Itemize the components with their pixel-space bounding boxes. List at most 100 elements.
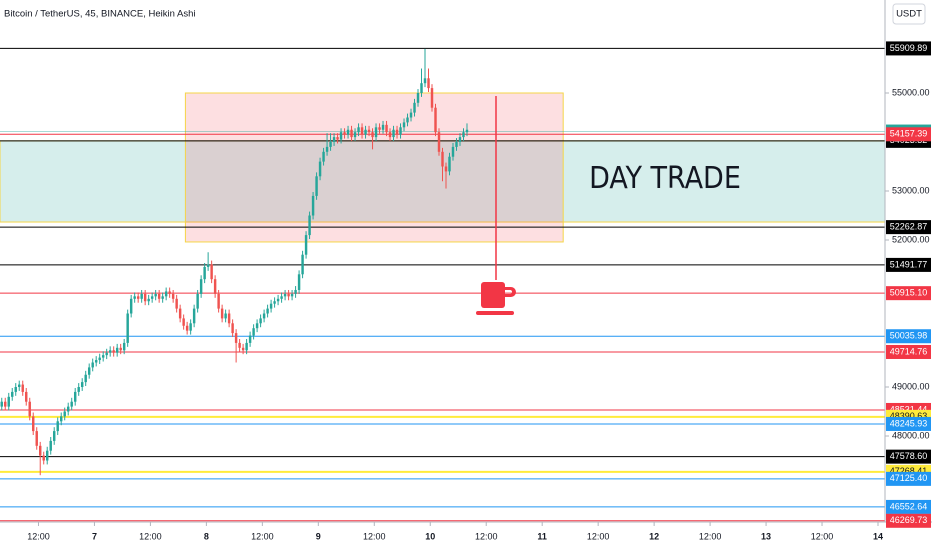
candle-body — [115, 347, 119, 353]
candle-body — [77, 387, 80, 392]
candle-body — [259, 318, 262, 324]
candle-body — [150, 296, 154, 299]
x-tick-label: 13 — [761, 531, 771, 541]
candle-body — [45, 450, 49, 461]
price-label-bg — [886, 471, 931, 486]
candle-body — [28, 401, 31, 417]
candle-body — [217, 293, 220, 309]
candle-body — [122, 342, 126, 351]
candle-body — [220, 308, 224, 319]
candle-body — [455, 142, 458, 147]
candle-body — [143, 293, 147, 302]
x-tick-label: 12:00 — [251, 531, 274, 541]
candle-body — [147, 298, 150, 302]
candle-body — [416, 93, 420, 103]
price-label-bg — [886, 499, 931, 514]
x-tick-label: 12:00 — [587, 531, 610, 541]
candle-body — [14, 387, 17, 392]
x-tick-label: 12:00 — [363, 531, 386, 541]
zone-label: DAY TRADE — [589, 161, 741, 196]
x-tick-label: 12:00 — [811, 531, 834, 541]
candle-body — [178, 308, 182, 319]
candle-body — [269, 303, 273, 309]
x-tick-label: 12:00 — [139, 531, 162, 541]
candle-body — [238, 342, 241, 348]
candle-body — [318, 161, 322, 177]
candle-body — [381, 124, 385, 130]
candle-body — [315, 176, 318, 196]
candle-body — [171, 293, 175, 299]
candle-body — [346, 129, 350, 135]
candle-body — [133, 296, 136, 299]
candle-body — [206, 264, 210, 267]
candle-body — [437, 132, 441, 152]
candle-body — [283, 293, 287, 297]
candle-body — [4, 401, 7, 407]
currency-button[interactable] — [892, 3, 926, 25]
candle-body — [287, 293, 290, 297]
candle-body — [126, 313, 129, 343]
candle-body — [353, 132, 357, 138]
y-tick-label: 55000.00 — [892, 87, 930, 97]
price-label: 49714.76 — [890, 346, 928, 356]
chart-title: Bitcoin / TetherUS, 45, BINANCE, Heikin … — [4, 9, 196, 20]
price-label: 51491.77 — [890, 259, 928, 269]
candle-body — [49, 440, 52, 451]
candle-body — [213, 279, 217, 294]
candle-body — [42, 455, 45, 461]
candle-body — [94, 360, 98, 363]
price-label-bg — [886, 449, 931, 464]
x-tick-label: 9 — [316, 531, 321, 541]
candle-body — [378, 127, 381, 130]
candle-body — [290, 293, 294, 297]
candle-body — [262, 313, 266, 319]
candle-body — [66, 406, 70, 412]
price-label-bg — [886, 329, 931, 344]
candle-body — [175, 298, 178, 309]
candle-body — [18, 384, 21, 388]
candle-body — [73, 391, 77, 402]
candle-body — [59, 416, 63, 422]
time-axis: 12:00 7 12:00 8 12:00 9 12:00 10 12:00 11 12:00 12 1… — [27, 522, 883, 541]
candle-body — [84, 374, 87, 383]
candle-body — [332, 137, 336, 143]
price-label: 50035.98 — [890, 331, 928, 341]
y-tick-label: 52000.00 — [892, 234, 930, 244]
candle-body — [399, 127, 402, 135]
candle-body — [430, 88, 434, 108]
candle-body — [11, 391, 14, 397]
price-label-bg — [886, 416, 931, 431]
zone — [184, 92, 564, 243]
price-label: 46269.73 — [890, 515, 928, 525]
candle-body — [350, 129, 353, 138]
candle-body — [7, 396, 10, 407]
candle-body — [308, 215, 311, 236]
candle-body — [458, 137, 462, 143]
candle-body — [311, 195, 315, 216]
candle-body — [136, 296, 140, 299]
coffee-icon — [476, 282, 516, 315]
candle-body — [164, 291, 168, 297]
price-label: 50915.10 — [890, 288, 928, 298]
candle-body — [402, 122, 406, 128]
x-tick-label: 11 — [537, 531, 547, 541]
candle-body — [266, 308, 269, 314]
candle-body — [105, 352, 108, 356]
candle-body — [199, 279, 203, 294]
candle-body — [409, 112, 413, 118]
candle-body — [413, 102, 416, 113]
candle-body — [297, 274, 301, 290]
price-label-bg — [886, 220, 931, 235]
candle-body — [434, 107, 437, 133]
candle-body — [245, 342, 248, 351]
candle-body — [25, 391, 28, 402]
candle-body — [441, 151, 444, 167]
candle-body — [273, 301, 276, 304]
candle-body — [129, 298, 133, 314]
y-tick-label: 53000.00 — [892, 185, 930, 195]
price-label: 47578.60 — [890, 451, 928, 461]
candle-body — [423, 78, 427, 84]
price-label-bg — [886, 41, 931, 56]
currency-label[interactable]: USDT — [896, 9, 922, 20]
